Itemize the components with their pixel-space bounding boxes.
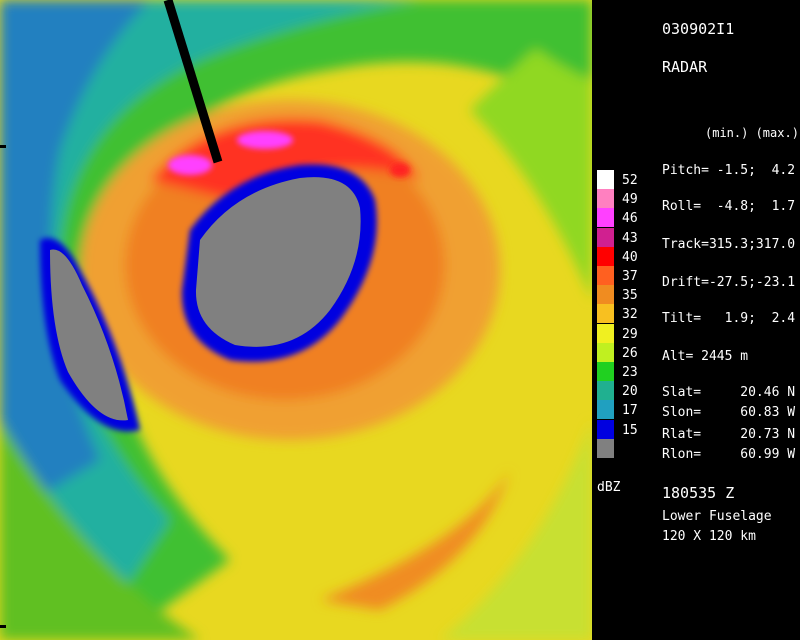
tilt-readout: Tilt= 1.9; 2.4 [662,311,796,326]
legend-swatch [597,400,614,420]
range-label: 120 X 120 km [662,529,756,544]
legend-swatch [597,304,614,324]
legend-swatch [597,266,614,285]
time-readout: 180535 Z [662,484,735,502]
pitch-readout: Pitch= -1.5; 4.2 [662,163,796,178]
legend-unit: dBZ [597,480,621,495]
slat-readout: Slat= 20.46 N [662,385,796,400]
roll-readout: Roll= -4.8; 1.7 [662,199,796,214]
data-kind: RADAR [662,58,708,76]
legend-swatch [597,362,614,381]
legend-swatch [597,381,614,401]
legend-level-label: 40 [622,249,638,265]
legend-swatch [597,419,614,439]
legend-level-label: 26 [622,345,638,361]
legend-level-label: 46 [622,211,638,227]
legend-swatch [597,285,614,305]
track-readout: Track=315.3;317.0 [662,237,796,252]
minmax-label: (min.) (max.) [705,126,799,140]
slon-readout: Slon= 60.83 W [662,405,796,420]
legend-swatch [597,323,614,343]
legend-level-label: 43 [622,230,638,246]
legend-level-label: 37 [622,269,638,284]
drift-readout: Drift=-27.5;-23.1 [662,275,796,290]
legend-swatch [597,208,614,228]
radar-reflectivity-image [0,0,592,640]
legend-swatch [597,189,614,209]
altitude-readout: Alt= 2445 m [662,349,749,364]
legend-swatch [597,342,614,362]
legend-level-label: 29 [622,326,638,342]
rlat-readout: Rlat= 20.73 N [662,427,796,442]
legend-level-label: 32 [622,307,638,323]
legend-swatch [597,246,614,266]
rlon-readout: Rlon= 60.99 W [662,447,796,462]
legend-swatch [597,438,614,458]
legend-level-label: 20 [622,384,638,400]
legend-level-label: 23 [622,365,638,380]
legend-swatch [597,170,614,189]
legend-swatch [597,227,614,247]
legend-level-label: 35 [622,288,638,304]
legend-level-label: 52 [622,173,638,188]
legend-level-label: 49 [622,192,638,208]
legend-level-label: 15 [622,422,638,438]
legend-level-label: 17 [622,403,638,419]
flight-id: 030902I1 [662,20,735,38]
antenna-label: Lower Fuselage [662,509,772,524]
